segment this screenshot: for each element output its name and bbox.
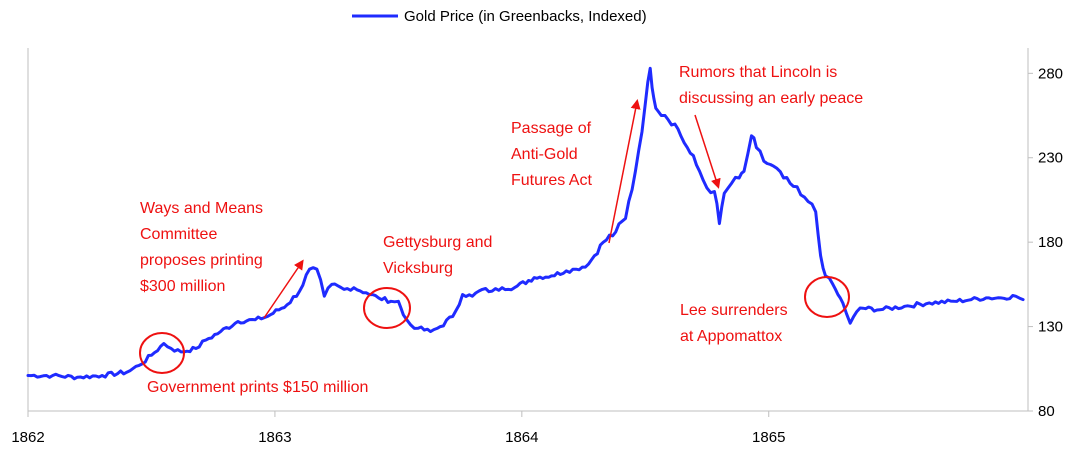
annotation-ways-and-means-arrow [263,259,304,319]
annotation-government-prints-circle [139,332,185,374]
x-tick-label: 1862 [11,429,44,446]
annotation-anti-gold-act-line-3: Futures Act [511,172,592,189]
annotation-ways-and-means-line-4: $300 million [140,278,225,295]
x-tick-label: 1865 [752,429,785,446]
annotation-government-prints-line-1: Government prints $150 million [147,379,368,396]
gold-price-line [26,66,1025,381]
x-axis-ticks: 1862 1863 1864 1865 [11,411,785,446]
annotation-government-prints: Government prints $150 million [139,332,368,396]
annotation-lee-surrenders-line-1: Lee surrenders [680,302,788,319]
y-tick-label: 80 [1038,403,1055,420]
annotation-lincoln-rumors-arrow [694,114,721,189]
annotation-lincoln-rumors-line-2: discussing an early peace [679,90,863,107]
y-tick-label: 280 [1038,65,1063,82]
annotation-gettysburg-circle [363,287,411,329]
x-tick-label: 1863 [258,429,291,446]
annotation-lincoln-rumors-line-1: Rumors that Lincoln is [679,64,837,81]
annotation-ways-and-means: Ways and Means Committee proposes printi… [140,200,304,319]
annotation-gettysburg-line-1: Gettysburg and [383,234,492,251]
annotations: Ways and Means Committee proposes printi… [139,64,863,396]
annotation-anti-gold-act-line-2: Anti-Gold [511,146,578,163]
annotation-lee-surrenders: Lee surrenders at Appomattox [680,276,850,345]
x-tick-label: 1864 [505,429,538,446]
annotation-lee-surrenders-circle [804,276,850,318]
annotation-anti-gold-act-line-1: Passage of [511,120,592,137]
annotation-gettysburg-line-2: Vicksburg [383,260,453,277]
y-tick-label: 130 [1038,319,1063,336]
annotation-ways-and-means-line-2: Committee [140,226,217,243]
legend-label: Gold Price (in Greenbacks, Indexed) [404,8,647,25]
annotation-lee-surrenders-line-2: at Appomattox [680,328,782,345]
annotation-anti-gold-act-arrow [608,99,641,244]
plot-frame [27,48,1029,412]
y-axis-ticks: 80 130 180 230 280 [1028,65,1063,420]
annotation-gettysburg: Gettysburg and Vicksburg [363,234,492,329]
annotation-ways-and-means-line-3: proposes printing [140,252,263,269]
legend: Gold Price (in Greenbacks, Indexed) [352,8,647,25]
annotation-ways-and-means-line-1: Ways and Means [140,200,263,217]
annotation-lincoln-rumors: Rumors that Lincoln is discussing an ear… [679,64,863,189]
y-tick-label: 230 [1038,150,1063,167]
y-tick-label: 180 [1038,234,1063,251]
annotation-anti-gold-act: Passage of Anti-Gold Futures Act [511,99,641,244]
